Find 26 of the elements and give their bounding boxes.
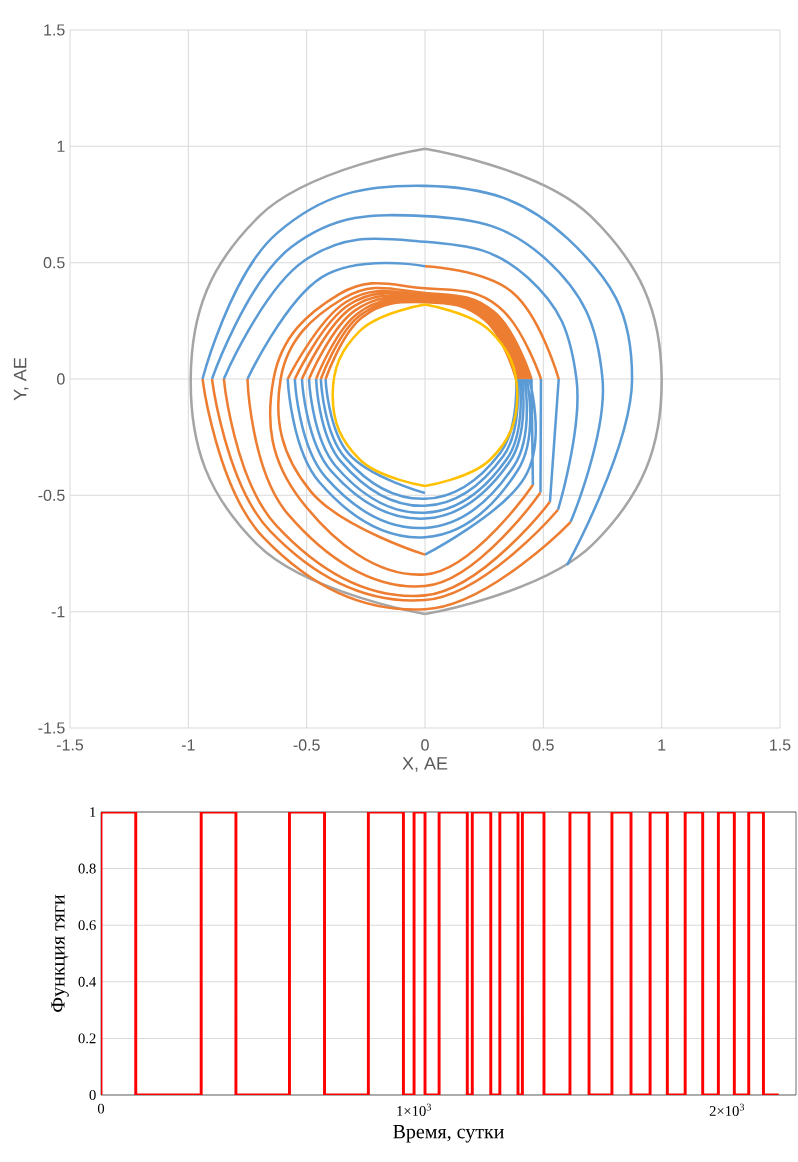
y-tick-label: 1 xyxy=(90,807,96,817)
y-tick-label: 0 xyxy=(89,1090,96,1100)
x-tick-label: 0 xyxy=(421,739,429,751)
y-tick-label: -1.5 xyxy=(38,722,65,734)
x-tick-label: -0.5 xyxy=(293,739,320,751)
y-tick-label: 0.8 xyxy=(78,863,96,874)
x-tick-label: 1.5 xyxy=(770,739,791,751)
y-tick-label: -0.5 xyxy=(38,489,65,501)
x-axis-title: Время, сутки xyxy=(393,1125,504,1143)
y-tick-label: 0 xyxy=(57,373,65,385)
y-axis-title: Функция тяги xyxy=(51,894,69,1012)
y-tick-label: 0.4 xyxy=(78,976,97,987)
y-tick-label: -1 xyxy=(51,606,65,618)
x-tick-label: 2×10$^{3}$ xyxy=(709,1103,745,1116)
y-tick-label: 1 xyxy=(57,140,65,152)
x-tick-label: 1×10$^{3}$ xyxy=(397,1103,432,1116)
x-tick-label: 0 xyxy=(97,1103,105,1114)
y-tick-label: 1.5 xyxy=(44,24,65,36)
x-tick-label: -1 xyxy=(181,739,195,751)
x-axis-title: X, АЕ xyxy=(402,757,448,772)
y-tick-label: 0.5 xyxy=(43,257,65,269)
y-tick-label: 0.6 xyxy=(78,920,96,931)
y-axis-title: Y, АЕ xyxy=(13,357,29,401)
y-tick-label: 0.2 xyxy=(78,1033,96,1044)
x-tick-label: 0.5 xyxy=(532,739,554,751)
x-tick-label: 1 xyxy=(658,739,666,751)
